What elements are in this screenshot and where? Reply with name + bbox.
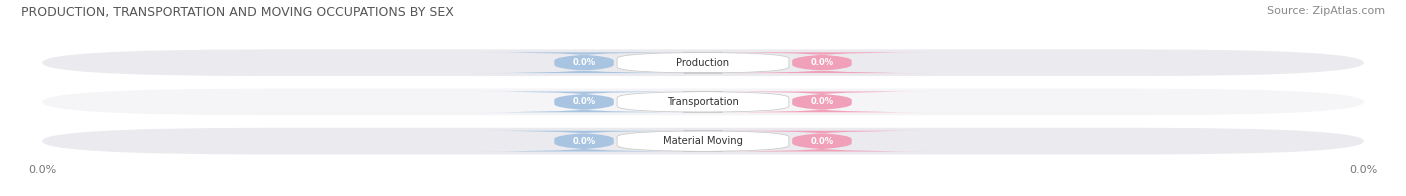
FancyBboxPatch shape [617, 131, 789, 152]
Text: Production: Production [676, 58, 730, 68]
FancyBboxPatch shape [711, 52, 932, 73]
FancyBboxPatch shape [474, 92, 695, 112]
FancyBboxPatch shape [474, 131, 695, 152]
FancyBboxPatch shape [711, 92, 932, 112]
Text: 0.0%: 0.0% [572, 137, 596, 146]
FancyBboxPatch shape [711, 131, 932, 152]
FancyBboxPatch shape [474, 52, 695, 73]
Text: Transportation: Transportation [666, 97, 740, 107]
Text: 0.0%: 0.0% [572, 97, 596, 106]
FancyBboxPatch shape [42, 128, 1364, 154]
FancyBboxPatch shape [42, 89, 1364, 115]
Text: 0.0%: 0.0% [810, 137, 834, 146]
FancyBboxPatch shape [42, 49, 1364, 76]
Text: 0.0%: 0.0% [572, 58, 596, 67]
Text: PRODUCTION, TRANSPORTATION AND MOVING OCCUPATIONS BY SEX: PRODUCTION, TRANSPORTATION AND MOVING OC… [21, 6, 454, 19]
FancyBboxPatch shape [617, 52, 789, 73]
Text: 0.0%: 0.0% [810, 97, 834, 106]
FancyBboxPatch shape [617, 92, 789, 112]
Text: Source: ZipAtlas.com: Source: ZipAtlas.com [1267, 6, 1385, 16]
Text: Material Moving: Material Moving [664, 136, 742, 146]
Text: 0.0%: 0.0% [810, 58, 834, 67]
